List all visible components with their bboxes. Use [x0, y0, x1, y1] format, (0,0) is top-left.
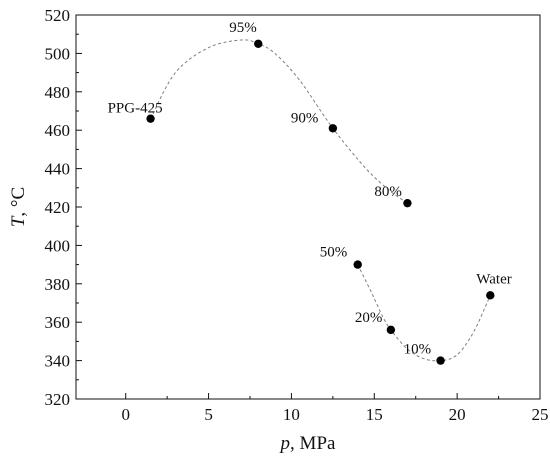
y-tick-label: 400: [45, 236, 71, 255]
y-axis-variable: T: [8, 215, 29, 227]
x-tick-label: 0: [121, 405, 130, 424]
x-tick-label: 20: [449, 405, 466, 424]
y-axis-title: T, °C: [8, 187, 29, 227]
point-label: PPG-425: [108, 101, 163, 117]
data-point: [353, 260, 362, 269]
point-label: 50%: [320, 245, 348, 261]
y-tick-label: 440: [45, 160, 71, 179]
data-point: [403, 198, 412, 208]
y-tick-label: 360: [45, 313, 71, 332]
y-tick-label: 460: [45, 121, 71, 140]
y-axis-ticks: 320 340 360 380 400 420 440 460 480 500 520: [45, 6, 82, 409]
trend-curve: [150, 39, 408, 204]
point-label: 10%: [404, 342, 432, 358]
x-tick-label: 25: [532, 405, 549, 424]
y-tick-label: 480: [45, 83, 71, 102]
data-point: [386, 325, 396, 335]
x-tick-label: 10: [283, 405, 300, 424]
y-tick-label: 500: [45, 44, 71, 63]
point-label: 80%: [374, 184, 402, 200]
y-axis-unit: , °C: [8, 187, 29, 217]
point-label: 20%: [355, 310, 383, 326]
plot-frame: [75, 14, 541, 400]
data-point: [486, 291, 495, 300]
point-label: Water: [476, 271, 511, 287]
data-points: [146, 39, 495, 365]
x-axis-unit: , MPa: [290, 433, 336, 454]
trend-curve: [357, 264, 491, 362]
y-tick-label: 380: [45, 275, 71, 294]
x-axis-variable: p: [279, 433, 291, 454]
point-labels: PPG-425 95% 90% 80% 50% 20% 10% Water: [108, 20, 512, 358]
point-label: 95%: [229, 20, 256, 36]
data-point: [146, 114, 155, 123]
x-tick-label: 15: [366, 405, 383, 424]
data-point: [436, 356, 445, 365]
x-axis-title: p, MPa: [279, 433, 336, 454]
trend-curves: [150, 39, 491, 362]
y-tick-label: 420: [45, 198, 71, 217]
data-point: [328, 124, 338, 133]
point-label: 90%: [291, 110, 319, 126]
y-tick-label: 520: [45, 6, 71, 25]
y-tick-label: 320: [45, 390, 71, 409]
x-axis-ticks: 0 5 10 15 20 25: [121, 393, 549, 424]
x-tick-label: 5: [204, 405, 213, 424]
y-tick-label: 340: [45, 352, 71, 371]
data-point: [254, 39, 263, 48]
